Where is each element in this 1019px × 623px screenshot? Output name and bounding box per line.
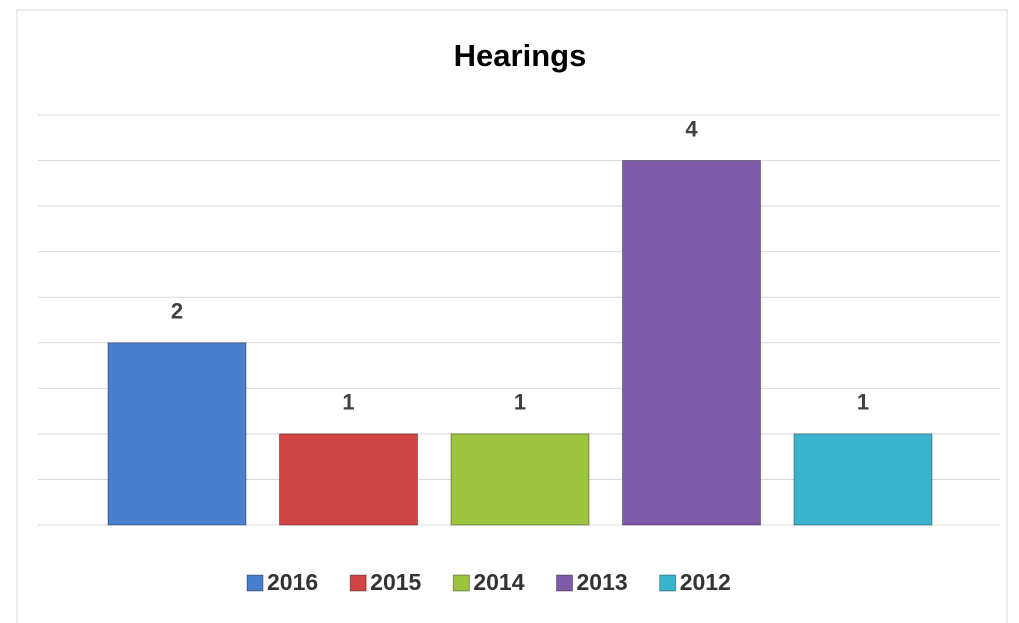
bar — [622, 160, 761, 526]
legend-label: 2014 — [473, 569, 524, 595]
data-label: 2 — [171, 299, 183, 324]
legend-label: 2012 — [680, 569, 731, 595]
legend-label: 2016 — [267, 569, 318, 595]
data-label: 4 — [685, 116, 698, 141]
legend-swatch — [659, 574, 677, 592]
legend-swatch — [246, 574, 264, 592]
chart-title: Hearings — [454, 38, 587, 73]
data-label: 1 — [857, 390, 869, 415]
legend-label: 2015 — [370, 569, 421, 595]
data-label: 1 — [514, 390, 526, 415]
legend-label: 2013 — [577, 569, 628, 595]
bar — [450, 433, 590, 526]
legend-swatch — [556, 574, 574, 592]
bar — [107, 342, 247, 526]
bar — [793, 433, 933, 526]
legend-swatch — [452, 574, 470, 592]
legend-swatch — [349, 574, 367, 592]
chart-frame — [16, 9, 1008, 623]
bar — [279, 433, 418, 526]
data-label: 1 — [342, 390, 354, 415]
